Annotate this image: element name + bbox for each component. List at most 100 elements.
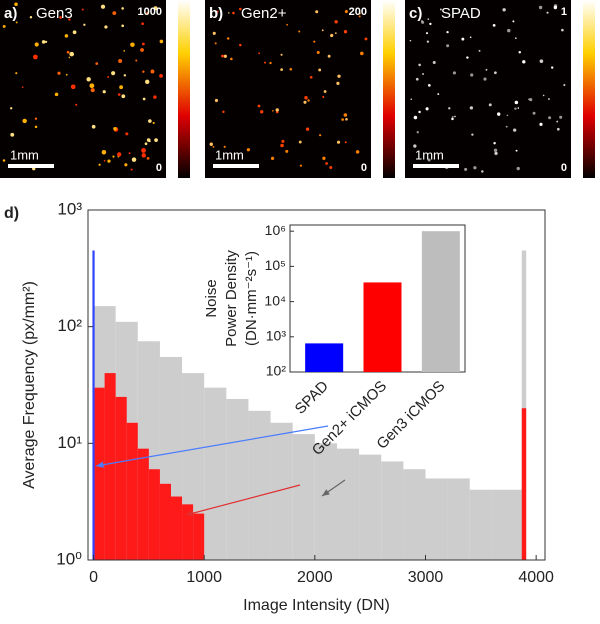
speckle bbox=[345, 117, 348, 121]
speckle bbox=[263, 61, 266, 64]
x-tick-label: 2000 bbox=[297, 569, 333, 586]
panel-name: SPAD bbox=[441, 5, 481, 22]
speckle bbox=[121, 94, 126, 99]
y-axis-label: Noise bbox=[203, 279, 220, 317]
panel-label: d) bbox=[4, 205, 19, 222]
speckle bbox=[451, 117, 454, 121]
speckle bbox=[275, 108, 279, 112]
speckle bbox=[551, 66, 554, 69]
speckle bbox=[140, 48, 144, 52]
speckle bbox=[75, 103, 78, 106]
speckle bbox=[144, 142, 148, 146]
histogram-bar bbox=[425, 478, 448, 560]
speckle bbox=[72, 30, 77, 35]
speckle bbox=[451, 115, 454, 118]
speckle bbox=[515, 37, 517, 39]
panel-label: c) bbox=[409, 5, 422, 22]
speckle bbox=[10, 107, 13, 110]
speckle bbox=[471, 133, 474, 136]
speckle bbox=[226, 37, 230, 40]
speckle bbox=[209, 142, 213, 146]
speckle bbox=[494, 151, 498, 156]
y-tick-label: 10² bbox=[57, 316, 82, 335]
speckle bbox=[358, 12, 361, 15]
x-tick-label: 3000 bbox=[408, 569, 444, 586]
speckle bbox=[305, 127, 310, 131]
speckle bbox=[336, 140, 341, 144]
histogram-bar bbox=[193, 513, 205, 560]
y-tick-label: 10⁵ bbox=[265, 257, 286, 273]
speckle bbox=[119, 85, 124, 90]
speckle bbox=[130, 42, 135, 47]
arrow-head bbox=[186, 510, 194, 517]
colorbar bbox=[383, 0, 395, 178]
speckle bbox=[497, 112, 501, 116]
speckle bbox=[270, 156, 275, 160]
speckle bbox=[281, 139, 285, 143]
speckle bbox=[153, 6, 158, 11]
speckle bbox=[556, 120, 559, 123]
speckle bbox=[421, 20, 423, 22]
speckle bbox=[104, 25, 108, 29]
speckle bbox=[34, 42, 39, 47]
histogram-bar bbox=[469, 489, 492, 560]
histogram-bar bbox=[521, 250, 527, 560]
speckle bbox=[146, 11, 150, 15]
panel-label: a) bbox=[4, 5, 17, 22]
speckle bbox=[360, 51, 364, 56]
speckle bbox=[309, 75, 313, 79]
speckle bbox=[515, 149, 518, 152]
speckle bbox=[427, 18, 430, 21]
speckle bbox=[538, 5, 543, 10]
speckle bbox=[230, 57, 233, 61]
histogram-bar bbox=[126, 422, 138, 560]
speckle bbox=[425, 107, 429, 111]
speckle bbox=[325, 162, 328, 165]
speckle bbox=[410, 98, 413, 100]
speckle bbox=[298, 140, 302, 144]
speckle bbox=[409, 39, 412, 42]
speckle bbox=[70, 84, 76, 90]
speckle bbox=[337, 74, 341, 78]
speckle bbox=[437, 93, 440, 95]
plot-frame bbox=[87, 209, 546, 561]
speckle bbox=[446, 44, 450, 48]
speckle bbox=[269, 61, 272, 65]
speckle bbox=[69, 51, 74, 57]
speckle bbox=[448, 107, 451, 110]
speckle bbox=[343, 30, 348, 34]
speckle bbox=[514, 100, 519, 105]
speckle bbox=[563, 83, 566, 87]
histogram-bar bbox=[381, 461, 404, 560]
speckle bbox=[130, 168, 133, 171]
speckle bbox=[418, 63, 421, 67]
speckle bbox=[121, 7, 124, 10]
speckle bbox=[103, 159, 106, 162]
bar bbox=[421, 231, 460, 372]
speckle bbox=[223, 54, 227, 58]
histogram-bar bbox=[159, 483, 171, 560]
speckle bbox=[539, 59, 544, 63]
speckle bbox=[488, 103, 492, 107]
speckle bbox=[329, 166, 333, 170]
speckle bbox=[561, 28, 564, 32]
arrow-head bbox=[322, 489, 330, 496]
speckle bbox=[319, 134, 322, 137]
speckle bbox=[493, 71, 497, 75]
histogram-bar bbox=[137, 448, 149, 560]
colorbar-min: 0 bbox=[156, 162, 162, 174]
speckle bbox=[355, 150, 360, 154]
image-panels: a) Gen3 1000 0 1mm b) Gen2+ 200 0 1mm c) SPAD 1 0 1mm bbox=[0, 0, 595, 178]
speckle bbox=[135, 59, 138, 62]
speckle bbox=[131, 157, 137, 162]
speckle bbox=[239, 7, 242, 11]
image bbox=[405, 0, 571, 178]
speckle bbox=[413, 144, 417, 148]
scale-label: 1mm bbox=[415, 147, 444, 162]
y-axis-label: (DN·mm⁻²s⁻¹) bbox=[243, 251, 260, 346]
speckle bbox=[513, 128, 517, 132]
speckle bbox=[323, 90, 327, 93]
y-axis-label: Average Frequency (px/mm²) bbox=[21, 281, 38, 489]
speckle bbox=[83, 23, 86, 26]
speckle bbox=[485, 68, 488, 71]
